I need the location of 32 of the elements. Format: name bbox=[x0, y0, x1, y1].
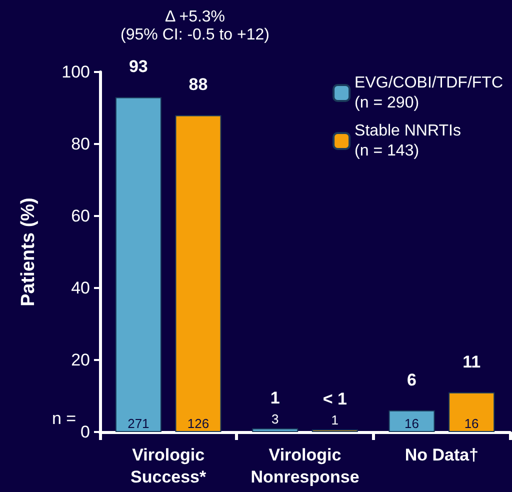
y-axis-title: Patients (%) bbox=[18, 198, 39, 306]
chart-subtitle: (95% CI: -0.5 to +12) bbox=[120, 26, 270, 44]
annotation: 126 bbox=[187, 416, 210, 431]
annotation: 3 bbox=[271, 411, 279, 426]
x-tick-label: Virologic Success* bbox=[130, 446, 207, 486]
chart-title: Δ +5.3% bbox=[164, 8, 226, 26]
legend-label: EVG/COBI/TDF/FTC (n = 290) bbox=[354, 74, 504, 112]
bar bbox=[388, 410, 435, 432]
data-label: 6 bbox=[407, 370, 416, 390]
data-label: 11 bbox=[462, 352, 481, 372]
legend-label: Stable NNRTIs (n = 143) bbox=[354, 122, 461, 160]
x-tick-label: Virologic Nonresponse bbox=[250, 446, 360, 486]
data-label: 88 bbox=[188, 75, 208, 94]
annotation: 16 bbox=[464, 416, 479, 431]
y-tick-label: 100 bbox=[62, 62, 90, 82]
data-label: < 1 bbox=[322, 389, 347, 408]
y-tick-label: 20 bbox=[71, 350, 90, 370]
bar bbox=[448, 392, 495, 432]
data-label: 93 bbox=[128, 57, 148, 76]
y-tick-label: 40 bbox=[71, 278, 90, 298]
x-tick-label: No Data† bbox=[404, 446, 479, 464]
annotation: 271 bbox=[128, 416, 150, 431]
data-label: 1 bbox=[270, 388, 280, 408]
annotation: 16 bbox=[404, 416, 419, 431]
y-tick-label: 60 bbox=[71, 206, 90, 226]
y-tick-label: 80 bbox=[71, 134, 90, 154]
bar bbox=[252, 428, 298, 432]
bar bbox=[115, 97, 162, 432]
bar bbox=[175, 115, 222, 432]
text: n = bbox=[52, 409, 76, 428]
annotation: 1 bbox=[331, 412, 339, 428]
y-tick-label: 0 bbox=[80, 422, 90, 442]
